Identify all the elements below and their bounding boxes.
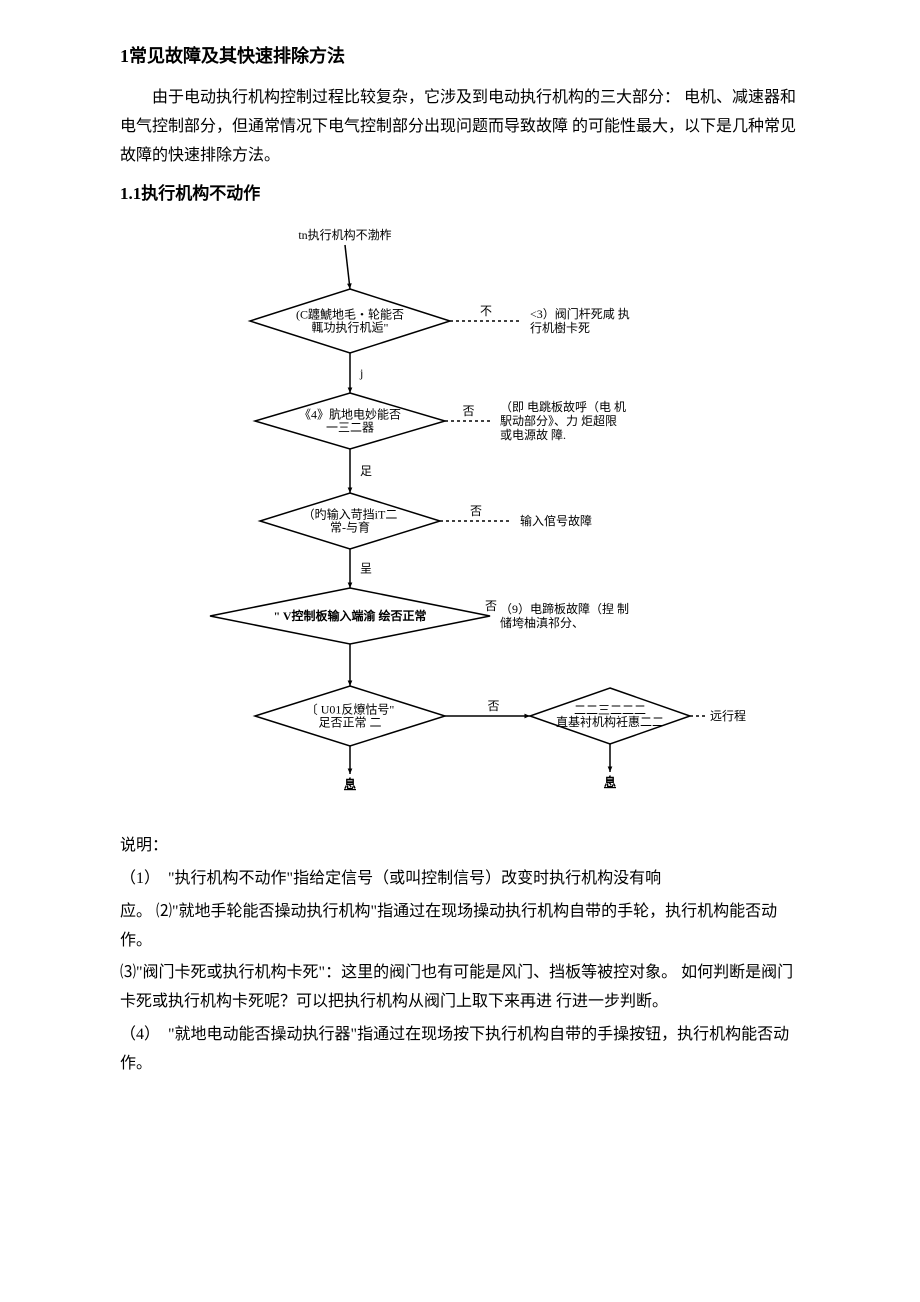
exp-item-1-line1: （1） "执行机构不动作"指给定信号（或叫控制信号）改变时执行机构没有响 [120,865,800,894]
exp-item-1-line2: 应。 ⑵"就地手轮能否操动执行机构"指通过在现场操动执行机构自带的手轮，执行机构… [120,898,800,956]
svg-text:j: j [359,366,363,380]
exp-text: "就地电动能否操动执行器"指通过在现场按下执行机构自带的手操按钮，执行机构能否动… [120,1026,789,1072]
svg-text:呈: 呈 [360,562,372,576]
exp-text: "执行机构不动作"指给定信号（或叫控制信号）改变时执行机构没有响 [152,870,661,887]
svg-text:tn执行机构不渤柞: tn执行机构不渤柞 [298,227,391,242]
svg-text:足否正常 二: 足否正常 二 [318,716,381,730]
exp-prefix: （1） [120,870,152,887]
flowchart: tn执行机构不渤柞 (C躔鯱地毛・轮能否輒功执行机逅" 不 <3）阀门杆死咸 执行机樹… [150,221,770,812]
svg-text:储垮柚滇祁分、: 储垮柚滇祁分、 [500,615,584,630]
svg-text:輒功执行机逅": 輒功执行机逅" [312,321,389,335]
flowchart-svg: tn执行机构不渤柞 (C躔鯱地毛・轮能否輒功执行机逅" 不 <3）阀门杆死咸 执行机樹… [150,221,770,801]
svg-text:駅动部分》、力 炬超限: 駅动部分》、力 炬超限 [500,413,617,428]
exp-prefix: （4） [120,1026,152,1043]
svg-text:〔 U01反爎怙号": 〔 U01反爎怙号" [306,702,395,717]
svg-text:足: 足 [360,464,372,478]
svg-text:（旳输入苛挡iT二: （旳输入苛挡iT二 [303,507,398,522]
svg-text:输入倌号故障: 输入倌号故障 [520,513,592,528]
svg-text:否: 否 [463,404,475,418]
svg-text:息: 息 [604,774,616,789]
heading-1-1: 1.1执行机构不动作 [120,179,800,210]
svg-text:或电源故 障.: 或电源故 障. [500,427,566,442]
svg-text:远行程: 远行程 [710,708,746,723]
svg-text:常-与育: 常-与育 [330,520,370,535]
svg-text:(C躔鯱地毛・轮能否: (C躔鯱地毛・轮能否 [296,307,404,322]
exp-prefix: ⑶ [120,964,136,981]
explanation-header: 说明： [120,832,800,861]
exp-text: "阀门卡死或执行机构卡死"：这里的阀门也有可能是风门、挡板等被控对象。 如何判断… [120,964,793,1010]
svg-text:（即 电跳板故呼（电 机: （即 电跳板故呼（电 机 [500,399,626,414]
svg-text:行机樹卡死: 行机樹卡死 [530,321,590,335]
svg-text:否: 否 [488,699,500,713]
heading-1: 1常见故障及其快速排除方法 [120,40,800,72]
svg-text:息: 息 [344,776,356,791]
svg-text:" V控制板输入端渝 绘否正常: " V控制板输入端渝 绘否正常 [273,608,426,623]
svg-text:直基衬机构衽惠二二: 直基衬机构衽惠二二 [556,714,664,729]
svg-text:《4》肮地电妙能否: 《4》肮地电妙能否 [299,407,401,422]
svg-text:<3）阀门杆死咸 执: <3）阀门杆死咸 执 [530,306,630,321]
svg-text:不: 不 [480,304,492,318]
intro-paragraph: 由于电动执行机构控制过程比较复杂，它涉及到电动执行机构的三大部分： 电机、减速器… [120,84,800,170]
explanation-list: （1） "执行机构不动作"指给定信号（或叫控制信号）改变时执行机构没有响 应。 … [120,865,800,1079]
svg-text:（9）电蹄板故障（揑 制: （9）电蹄板故障（揑 制 [500,601,629,616]
exp-item-3: （4） "就地电动能否操动执行器"指通过在现场按下执行机构自带的手操按钮，执行机… [120,1021,800,1079]
exp-item-2: ⑶"阀门卡死或执行机构卡死"：这里的阀门也有可能是风门、挡板等被控对象。 如何判… [120,959,800,1017]
svg-text:否: 否 [470,504,482,518]
svg-text:否: 否 [485,599,497,613]
svg-text:一三二器: 一三二器 [326,421,374,435]
